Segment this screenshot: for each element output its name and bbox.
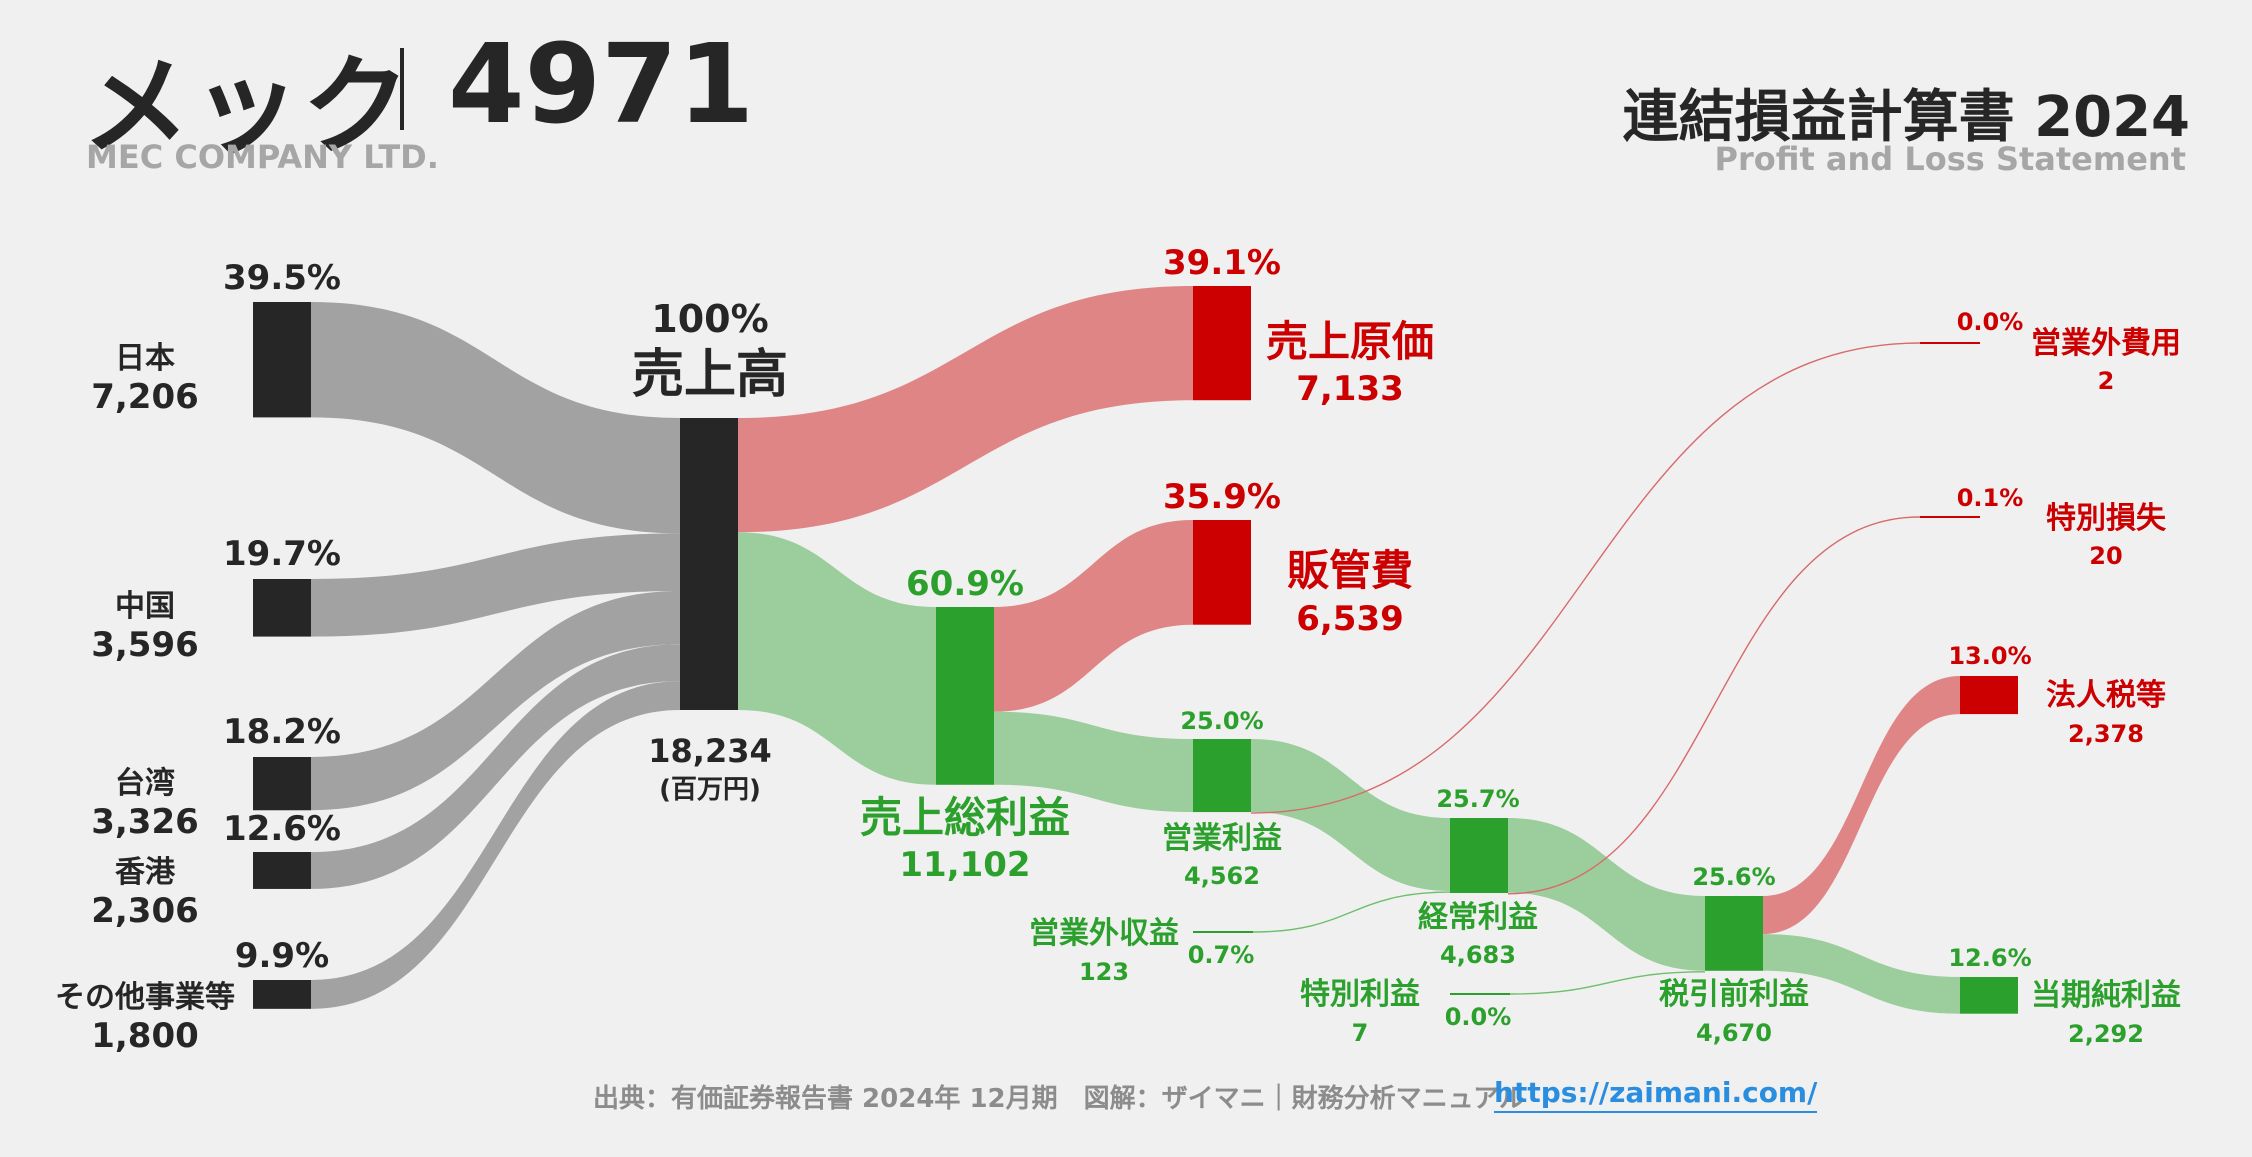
flow-nonop_inc-ordinary: [1252, 891, 1451, 933]
flow-pretax-tax: [1763, 676, 1960, 935]
unit-label: (百万円): [659, 775, 761, 805]
value-other: 1,800: [91, 1016, 199, 1056]
pct-hongkong: 12.6%: [223, 809, 341, 849]
value-japan: 7,206: [91, 377, 199, 417]
pct-nonop-inc: 0.7%: [1188, 941, 1255, 969]
node-sga: [1193, 520, 1251, 625]
label-ordinary: 経常利益: [1418, 900, 1538, 935]
statement-title: 連結損益計算書 2024: [1622, 85, 2190, 150]
node-tax: [1960, 676, 2018, 715]
flow-ordinary-extra_loss: [1507, 516, 1921, 895]
pct-extra-gain: 0.0%: [1445, 1003, 1512, 1031]
value-china: 3,596: [91, 625, 199, 665]
value-gross: 11,102: [899, 845, 1030, 885]
flow-japan-revenue: [311, 302, 680, 534]
label-tax: 法人税等: [2046, 678, 2166, 713]
label-extra-gain: 特別利益: [1300, 977, 1420, 1012]
pct-japan: 39.5%: [223, 258, 341, 298]
node-op: [1193, 739, 1251, 813]
label-hongkong: 香港: [115, 855, 176, 890]
pct-op: 25.0%: [1180, 707, 1263, 735]
label-revenue: 売上高: [632, 345, 788, 405]
label-pretax: 税引前利益: [1659, 977, 1809, 1012]
pct-net: 12.6%: [1948, 944, 2031, 972]
pct-other: 9.9%: [235, 936, 329, 976]
sankey-nodes: [253, 286, 2018, 1014]
node-taiwan: [253, 757, 311, 811]
label-net: 当期純利益: [2031, 978, 2181, 1013]
pct-sga: 35.9%: [1163, 477, 1281, 517]
company-name-en: MEC COMPANY LTD.: [86, 138, 439, 176]
flow-gross-op: [994, 711, 1193, 813]
label-sga: 販管費: [1287, 546, 1413, 595]
pct-gross: 60.9%: [906, 564, 1024, 604]
value-taiwan: 3,326: [91, 802, 199, 842]
value-net: 2,292: [2068, 1020, 2144, 1048]
node-china: [253, 579, 311, 637]
label-gross: 売上総利益: [860, 793, 1070, 842]
flow-extra_gain-pretax: [1509, 971, 1706, 995]
source-note: 出典：有価証券報告書 2024年 12月期 図解：ザイマニ｜財務分析マニュアル: [593, 1084, 1525, 1114]
flow-pretax-net: [1763, 934, 1960, 1014]
value-cogs: 7,133: [1296, 369, 1404, 409]
statement-subtitle: Profit and Loss Statement: [1714, 140, 2186, 178]
label-taiwan: 台湾: [115, 766, 175, 801]
value-extra-loss: 20: [2089, 542, 2122, 570]
flow-china-revenue: [311, 533, 680, 637]
flow-gross-sga: [994, 520, 1193, 712]
label-other: その他事業等: [55, 980, 235, 1015]
pct-pretax: 25.6%: [1692, 863, 1775, 891]
value-hongkong: 2,306: [91, 891, 199, 931]
pct-taiwan: 18.2%: [223, 712, 341, 752]
pct-revenue: 100%: [651, 297, 768, 341]
flow-revenue-gross: [738, 532, 936, 785]
node-japan: [253, 302, 311, 418]
value-ordinary: 4,683: [1440, 941, 1516, 969]
title-divider: [400, 48, 404, 130]
company-name: メック: [82, 45, 413, 170]
site-link[interactable]: https://zaimani.com/: [1494, 1076, 1818, 1113]
node-ordinary: [1450, 818, 1508, 893]
flow-taiwan-revenue: [311, 590, 680, 811]
pct-extra-loss: 0.1%: [1957, 484, 2024, 512]
flow-revenue-cogs: [738, 286, 1193, 533]
value-nonop-exp: 2: [2098, 367, 2115, 395]
label-japan: 日本: [115, 341, 175, 376]
label-op: 営業利益: [1162, 821, 1282, 856]
node-other: [253, 980, 311, 1009]
pct-tax: 13.0%: [1948, 642, 2031, 670]
label-cogs: 売上原価: [1266, 317, 1434, 366]
node-cogs: [1193, 286, 1251, 401]
flow-ordinary-pretax: [1508, 818, 1705, 971]
label-nonop-inc: 営業外収益: [1029, 916, 1179, 951]
value-op: 4,562: [1184, 862, 1260, 890]
value-pretax: 4,670: [1696, 1019, 1772, 1047]
label-extra-loss: 特別損失: [2046, 501, 2167, 536]
value-revenue: 18,234: [648, 732, 771, 770]
label-nonop-exp: 営業外費用: [2031, 326, 2181, 361]
node-gross: [936, 607, 994, 785]
flow-other-revenue: [311, 681, 680, 1009]
node-revenue: [680, 418, 738, 710]
pct-ordinary: 25.7%: [1436, 785, 1519, 813]
node-pretax: [1705, 896, 1763, 971]
flow-op-ordinary: [1251, 739, 1450, 892]
node-hongkong: [253, 852, 311, 889]
label-china: 中国: [115, 589, 175, 624]
pct-china: 19.7%: [223, 534, 341, 574]
ticker-code: 4971: [448, 20, 755, 148]
value-nonop-inc: 123: [1079, 958, 1129, 986]
pct-nonop-exp: 0.0%: [1957, 308, 2024, 336]
value-sga: 6,539: [1296, 599, 1404, 639]
flow-op-nonop_exp: [1250, 342, 1921, 814]
sankey-labels: 39.5% 日本7,206 19.7% 中国3,596 18.2% 台湾3,326 12.6…: [55, 243, 2181, 1056]
value-extra-gain: 7: [1352, 1019, 1369, 1047]
sankey-flows: [311, 286, 1960, 1014]
pct-cogs: 39.1%: [1163, 243, 1281, 283]
flow-hongkong-revenue: [311, 644, 680, 889]
node-net: [1960, 977, 2018, 1014]
value-tax: 2,378: [2068, 720, 2144, 748]
